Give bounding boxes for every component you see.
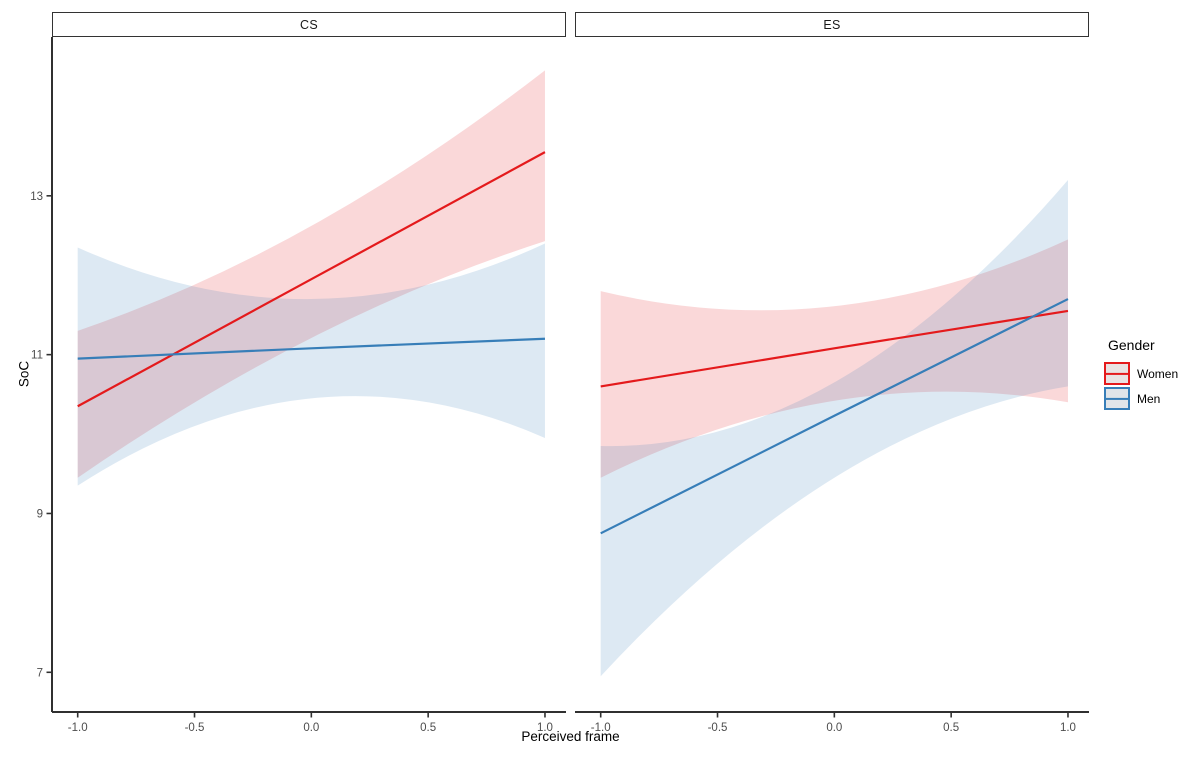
x-tick-label: -1.0 <box>591 722 611 734</box>
facet-strip-cs-label: CS <box>300 17 318 32</box>
legend-entry-men: Men <box>1104 387 1200 410</box>
legend-label-women: Women <box>1137 366 1179 381</box>
y-tick-label: 9 <box>37 508 43 520</box>
legend-key-women-icon <box>1104 362 1130 385</box>
facet-strip-cs: CS <box>52 12 566 37</box>
x-tick-label: 1.0 <box>537 722 553 734</box>
x-tick-label: 0.0 <box>303 722 319 734</box>
y-axis-title: SoC <box>16 360 32 388</box>
ci-ribbon-men-cs <box>77 243 545 486</box>
legend: Gender Women Men <box>1104 337 1200 412</box>
x-tick-label: 1.0 <box>1060 722 1076 734</box>
trend-line-men-es <box>600 298 1069 535</box>
y-tick-label: 7 <box>37 667 43 679</box>
x-tick-label: 0.5 <box>943 722 959 734</box>
facet-strip-es-label: ES <box>823 17 841 32</box>
ci-ribbon-men-es <box>600 179 1068 677</box>
trend-line-women-es <box>600 309 1069 388</box>
x-axis-title: Perceived frame <box>521 729 620 744</box>
x-tick-label: -0.5 <box>185 722 205 734</box>
legend-label-men: Men <box>1137 391 1161 406</box>
x-tick-label: -0.5 <box>708 722 728 734</box>
legend-entry-women: Women <box>1104 362 1200 385</box>
y-tick-label: 13 <box>30 191 43 203</box>
legend-title: Gender <box>1108 337 1155 353</box>
legend-key-men-icon <box>1104 387 1130 410</box>
ci-ribbon-women-cs <box>77 70 545 478</box>
facet-strip-es: ES <box>575 12 1089 37</box>
x-tick-label: -1.0 <box>68 722 88 734</box>
x-tick-label: 0.5 <box>420 722 436 734</box>
y-tick-label: 11 <box>31 350 43 362</box>
x-tick-label: 0.0 <box>826 722 842 734</box>
trend-line-men-cs <box>77 337 546 360</box>
ci-ribbon-women-es <box>600 239 1068 478</box>
trend-line-women-cs <box>77 151 546 408</box>
